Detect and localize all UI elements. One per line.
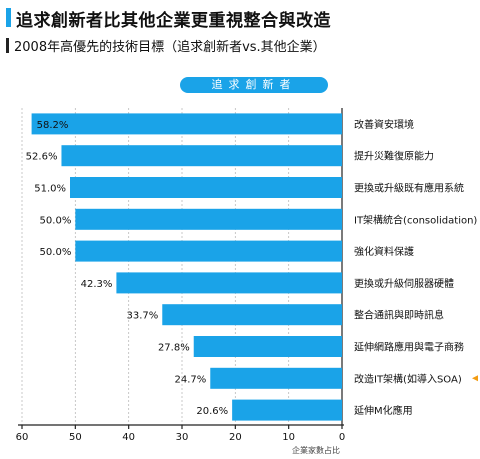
tick-label: 40 — [122, 432, 135, 443]
category-label: 整合通訊與即時訊息 — [354, 309, 444, 322]
tick-label: 20 — [229, 432, 242, 443]
category-label: 延伸M化應用 — [354, 404, 413, 417]
tick-label: 60 — [16, 432, 29, 443]
data-label: 24.7% — [174, 374, 206, 385]
category-label: IT架構統合(consolidation) — [354, 213, 477, 226]
bar — [116, 272, 343, 294]
category-label: 更換或升級既有應用系統 — [354, 182, 464, 195]
category-label: 改善資安環境 — [354, 118, 414, 131]
tick-label: 50 — [69, 432, 82, 443]
category-label: 更換或升級伺服器硬體 — [354, 277, 454, 290]
chart-subtitle: 2008年高優先的技術目標（追求創新者vs.其他企業） — [14, 40, 326, 55]
bar — [193, 336, 342, 357]
category-label: 提升災難復原能力 — [354, 150, 434, 163]
x-axis-label: 企業家數占比 — [292, 445, 340, 455]
bar — [70, 177, 342, 198]
category-label: 延伸網路應用與電子商務 — [354, 341, 464, 354]
tick-label: 0 — [339, 432, 345, 443]
bar — [162, 304, 342, 326]
data-label: 33.7% — [126, 311, 158, 322]
title-accent-bar — [6, 8, 11, 27]
data-label: 58.2% — [37, 120, 69, 131]
bar — [232, 399, 342, 421]
data-label: 50.0% — [40, 215, 72, 226]
data-label: 52.6% — [26, 152, 58, 163]
data-label: 42.3% — [81, 279, 113, 290]
subtitle-accent-bar — [6, 38, 9, 53]
data-label: 27.8% — [158, 343, 190, 354]
category-label: 改造IT架構(如導入SOA) — [354, 372, 462, 385]
bar — [75, 240, 342, 262]
category-label: 強化資料保護 — [354, 245, 414, 258]
data-label: 20.6% — [196, 406, 228, 417]
accent-arrow-icon — [472, 375, 478, 382]
bar — [75, 208, 342, 230]
chart-title: 追求創新者比其他企業更重視整合與改造 — [16, 11, 331, 31]
tick-label: 30 — [176, 432, 189, 443]
bar — [61, 145, 342, 167]
bar — [210, 367, 342, 389]
data-label: 50.0% — [40, 247, 72, 258]
legend-entry: 追求創新者 — [180, 77, 328, 93]
bar — [31, 113, 342, 135]
tick-label: 10 — [282, 432, 295, 443]
data-label: 51.0% — [34, 184, 66, 195]
